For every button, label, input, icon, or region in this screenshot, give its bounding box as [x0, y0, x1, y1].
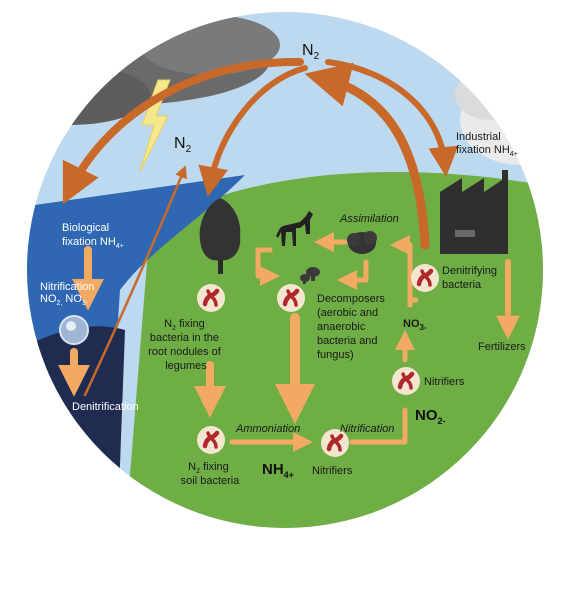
industrial-fixation-label: Industrial fixation NH4+ [456, 131, 518, 158]
lightning-bolt-icon [139, 79, 171, 173]
denitrifying-bacteria-label: Denitrifying bacteria [442, 265, 500, 291]
deep-water [27, 326, 125, 528]
brown-arrows [62, 57, 459, 397]
assimilation-label: Assimilation [339, 213, 399, 225]
bacteria-icon-denitrifying [411, 264, 439, 292]
tree-icon [199, 198, 241, 274]
nitrification-mid-label: Nitrification [340, 423, 394, 435]
n2-left-label: N2 [174, 135, 192, 155]
n2-top-label: N2 [302, 42, 320, 62]
denitrification-left-label: Denitrification [72, 401, 139, 413]
nitrifiers-bottom-label: Nitrifiers [312, 465, 353, 477]
no3-label: NO3- [403, 318, 427, 332]
decomposers-label: Decomposers (aerobic and anaerobic bacte… [317, 293, 388, 361]
bacteria-icon-soil [197, 426, 225, 454]
shrub-icon [347, 231, 377, 254]
factory-icon [440, 170, 508, 254]
nitrification-left-label: Nitrification NO2, NO3- [40, 281, 97, 307]
arrow-decomposer-cycle-right [337, 259, 369, 290]
bacteria-icon-nodules [197, 284, 225, 312]
no2-label: NO2- [415, 407, 446, 426]
mushroom-icon [300, 267, 320, 284]
process-arrows [58, 232, 520, 452]
arrow-no3-to-denitrifying [390, 235, 413, 308]
arrow-n2-to-tree [198, 65, 308, 197]
ammoniation-label: Ammoniation [235, 423, 300, 435]
nitrifiers-right-label: Nitrifiers [424, 376, 465, 388]
n2-fixing-soil-label: N2 fixing soil bacteria [181, 461, 241, 487]
nh4-label: NH4+ [262, 461, 294, 480]
n2-fixing-nodules-label: N2 fixing bacteria in the root nodules o… [148, 318, 224, 372]
bacteria-icon-nitrifiers-right [392, 367, 420, 395]
biological-fixation-label: Biological fixation NH4+ [62, 222, 124, 250]
fertilizers-label: Fertilizers [478, 341, 526, 353]
water-drop-icon [59, 315, 89, 345]
arrow-n2-to-biological [62, 57, 304, 205]
horse-icon [276, 211, 313, 246]
arrow-denitrifying-to-n2 [304, 62, 430, 250]
bacteria-icon-decomposers [277, 284, 305, 312]
arrow-denitrification-to-n2 [83, 165, 187, 397]
arrow-decomposer-cycle-left [255, 247, 280, 286]
arrow-nitrifiers-to-no2 [349, 407, 408, 445]
